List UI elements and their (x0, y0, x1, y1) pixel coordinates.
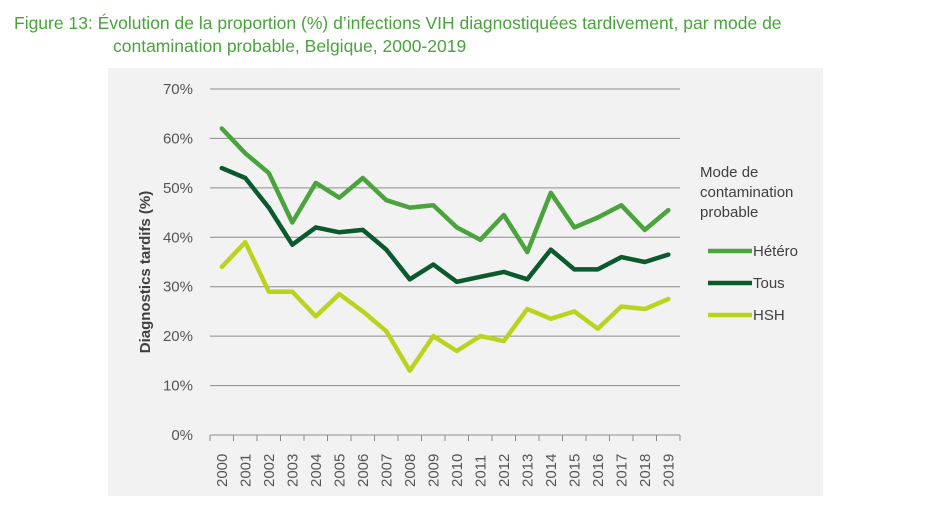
y-tick-label: 20% (163, 328, 193, 345)
x-tick-label: 2011 (472, 455, 489, 487)
legend-label: Hétéro (753, 243, 798, 260)
y-tick-label: 10% (163, 378, 193, 395)
x-tick-label: 2014 (543, 454, 560, 487)
x-tick-label: 2017 (613, 454, 630, 487)
x-tick-label: 2012 (496, 454, 513, 487)
y-tick-label: 60% (163, 130, 193, 147)
figure-title: Figure 13: Évolution de la proportion (%… (14, 12, 919, 58)
x-tick-label: 2018 (637, 454, 654, 487)
x-tick-label: 2007 (378, 454, 395, 487)
y-tick-label: 50% (163, 180, 193, 197)
series-line-1 (219, 126, 671, 255)
x-tick-label: 2000 (214, 454, 231, 487)
y-tick-label: 40% (163, 229, 193, 246)
x-tick-label: 2010 (449, 454, 466, 487)
x-tick-label: 2008 (402, 454, 419, 487)
y-tick-label: 0% (171, 427, 193, 444)
x-tick-label: 2001 (237, 454, 254, 487)
x-tick-label: 2016 (590, 454, 607, 487)
series-line-3 (219, 239, 671, 373)
x-tick-label: 2006 (355, 454, 372, 487)
x-tick-label: 2004 (308, 454, 325, 487)
x-tick-label: 2013 (519, 454, 536, 487)
legend-title: contamination (700, 184, 793, 201)
y-axis-title: Diagnostics tardifs (%) (137, 191, 154, 354)
legend-label: Tous (753, 275, 785, 292)
figure-title-line2: contamination probable, Belgique, 2000-2… (113, 36, 467, 56)
y-tick-label: 70% (163, 81, 193, 98)
x-tick-label: 2015 (566, 454, 583, 487)
figure-title-line1: Évolution de la proportion (%) d’infecti… (97, 13, 782, 33)
x-tick-label: 2003 (284, 454, 301, 487)
legend-label: HSH (753, 307, 785, 324)
x-tick-label: 2002 (261, 454, 278, 487)
series-line-2 (219, 165, 671, 285)
x-tick-label: 2019 (660, 454, 677, 487)
y-tick-label: 30% (163, 279, 193, 296)
legend-title: Mode de (700, 164, 758, 181)
figure-title-prefix: Figure 13: (14, 13, 93, 33)
legend-title: probable (700, 204, 758, 221)
x-tick-label: 2009 (425, 454, 442, 487)
x-tick-label: 2005 (331, 454, 348, 487)
